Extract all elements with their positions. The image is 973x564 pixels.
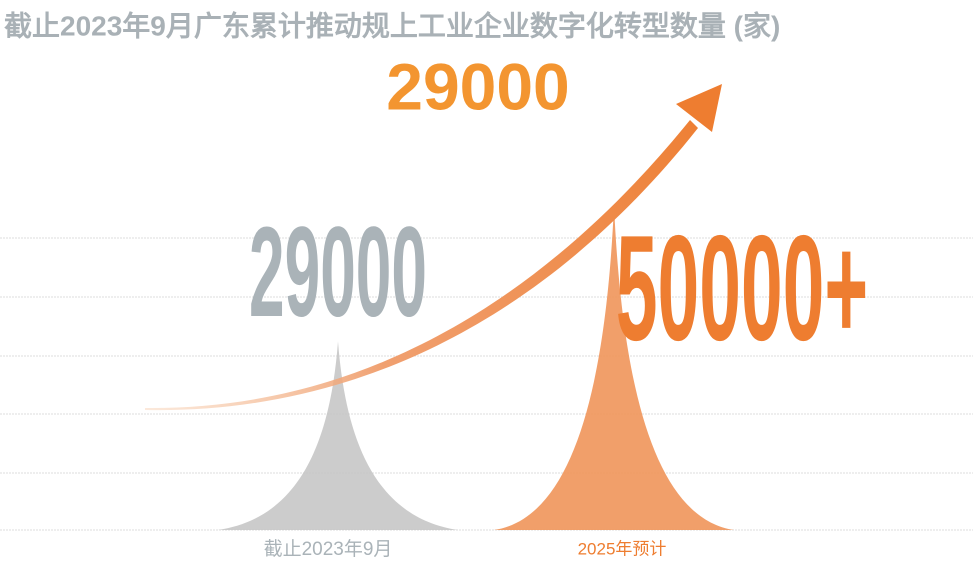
annotation: 29000 <box>386 49 570 123</box>
value-label-group: 50000+ <box>616 206 868 373</box>
x-tick-label: 截止2023年9月 <box>264 538 393 560</box>
marks <box>218 205 734 530</box>
value-label: 50000+ <box>616 206 868 373</box>
chart-title: 截止2023年9月广东累计推动规上工业企业数字化转型数量 (家) <box>4 9 780 41</box>
value-label-group: 29000 <box>249 201 427 344</box>
spike <box>218 341 458 530</box>
x-tick-label: 2025年预计 <box>578 539 667 558</box>
background-lines <box>0 237 973 531</box>
arrow-head <box>676 84 722 132</box>
spike <box>494 205 734 530</box>
value-label: 29000 <box>249 201 427 344</box>
arrow-body <box>145 120 698 411</box>
trend-arrow <box>145 84 722 411</box>
